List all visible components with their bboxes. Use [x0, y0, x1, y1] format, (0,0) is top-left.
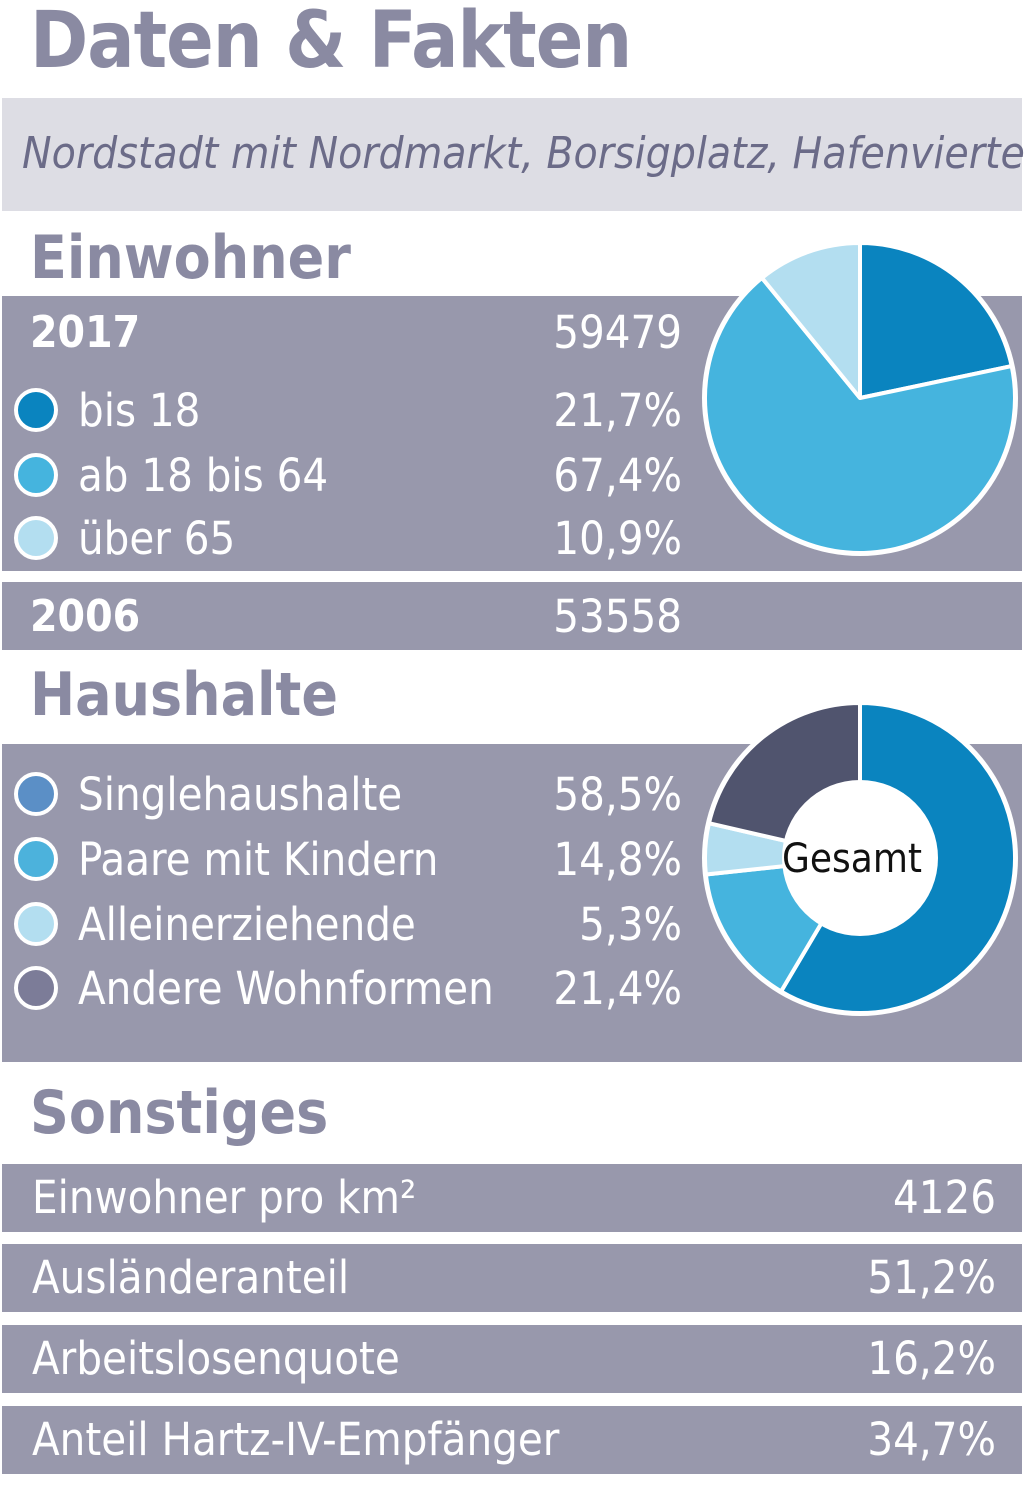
stat-label: Anteil Hartz-IV-Empfänger	[32, 1413, 560, 1466]
page-title: Daten & Fakten	[30, 0, 632, 86]
legend-item: über 65 10,9%	[2, 508, 1022, 570]
einwohner-heading: Einwohner	[30, 223, 351, 293]
donut-center-label: Gesamt	[782, 836, 922, 882]
pie-slice-1	[858, 241, 1014, 400]
stat-value: 34,7%	[867, 1413, 996, 1466]
year-2017-value: 59479	[553, 306, 682, 359]
legend-item: Andere Wohnformen 21,4%	[2, 958, 1022, 1020]
stat-label: Ausländeranteil	[32, 1251, 350, 1304]
legend-label: Andere Wohnformen	[78, 962, 494, 1015]
legend-label: Alleinerziehende	[78, 898, 416, 951]
legend-value: 67,4%	[553, 449, 682, 502]
legend-label: über 65	[78, 512, 236, 565]
legend-item: Singlehaushalte 58,5%	[2, 764, 1022, 826]
legend-dot-icon	[14, 837, 58, 881]
legend-label: ab 18 bis 64	[78, 449, 329, 502]
legend-label: Paare mit Kindern	[78, 833, 439, 886]
legend-value: 58,5%	[553, 768, 682, 821]
pie-charts: Gesamt	[702, 240, 1018, 1016]
legend-dot-icon	[14, 388, 58, 432]
legend-dot-icon	[14, 966, 58, 1010]
subtitle: Nordstadt mit Nordmarkt, Borsigplatz, Ha…	[22, 128, 1024, 179]
legend-dot-icon	[14, 453, 58, 497]
legend-value: 14,8%	[553, 833, 682, 886]
haushalte-donut-chart: Gesamt	[702, 700, 1018, 1016]
stat-label: Einwohner pro km²	[32, 1171, 417, 1224]
stat-row: Anteil Hartz-IV-Empfänger 34,7%	[2, 1406, 1022, 1474]
pie-slice-3	[759, 241, 862, 400]
legend-item: bis 18 21,7%	[2, 380, 1022, 442]
legend-item: Alleinerziehende 5,3%	[2, 894, 1022, 956]
sonstiges-heading: Sonstiges	[30, 1078, 329, 1148]
stat-label: Arbeitslosenquote	[32, 1332, 400, 1385]
stat-value: 16,2%	[867, 1332, 996, 1385]
legend-value: 21,7%	[553, 384, 682, 437]
stat-row: Ausländeranteil 51,2%	[2, 1244, 1022, 1312]
haushalte-heading: Haushalte	[30, 660, 338, 730]
legend-label: bis 18	[78, 384, 201, 437]
stat-value: 51,2%	[867, 1251, 996, 1304]
einwohner-2006-panel: 2006 53558	[2, 582, 1022, 650]
year-2006-label: 2006	[30, 591, 141, 642]
pie-slice-2	[703, 275, 1017, 555]
legend-dot-icon	[14, 772, 58, 816]
einwohner-2017-row: 2017 59479	[2, 302, 1022, 364]
stat-value: 4126	[892, 1171, 996, 1224]
legend-value: 21,4%	[553, 962, 682, 1015]
legend-dot-icon	[14, 902, 58, 946]
legend-item: Paare mit Kindern 14,8%	[2, 829, 1022, 891]
einwohner-2006-row: 2006 53558	[2, 586, 1022, 648]
stat-row: Einwohner pro km² 4126	[2, 1164, 1022, 1232]
year-2017-label: 2017	[30, 307, 141, 358]
legend-label: Singlehaushalte	[78, 768, 403, 821]
einwohner-pie-chart	[702, 240, 1018, 556]
legend-item: ab 18 bis 64 67,4%	[2, 445, 1022, 507]
subtitle-bar	[2, 98, 1022, 211]
legend-value: 5,3%	[579, 898, 682, 951]
year-2006-value: 53558	[553, 590, 682, 643]
donut-hole	[782, 780, 938, 936]
stat-row: Arbeitslosenquote 16,2%	[2, 1325, 1022, 1393]
legend-dot-icon	[14, 516, 58, 560]
legend-value: 10,9%	[553, 512, 682, 565]
